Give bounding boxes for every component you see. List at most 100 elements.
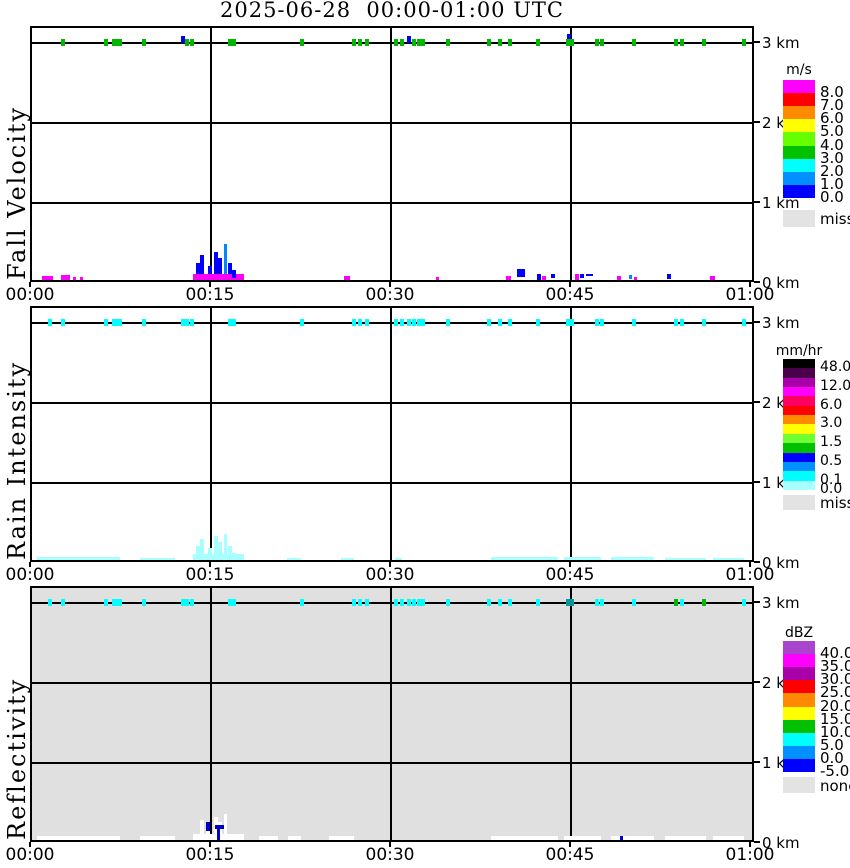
- ylabel-rain-intensity: Rain Intensity: [3, 360, 31, 560]
- legend-color-block: [783, 80, 815, 94]
- data-mark-top: [674, 39, 679, 46]
- legend-color-block: [783, 693, 815, 707]
- data-mark: [208, 548, 212, 555]
- legend-color-block: [783, 424, 815, 435]
- x-tick-label: 00:45: [545, 285, 595, 305]
- data-mark-top: [595, 39, 600, 46]
- x-axis-tick: [209, 282, 211, 287]
- y-axis-tick: [754, 841, 760, 843]
- y-tick-label: 3 km: [762, 34, 800, 52]
- legend-color-block: [783, 184, 815, 199]
- data-mark-top: [406, 319, 411, 326]
- x-axis-tick: [389, 282, 391, 287]
- data-mark-top: [565, 39, 574, 46]
- gridline-vertical: [390, 28, 392, 280]
- data-mark-top: [595, 599, 600, 606]
- y-axis-tick: [754, 761, 760, 763]
- data-mark-top: [48, 599, 52, 606]
- data-mark-top: [536, 319, 541, 326]
- data-mark-top: [181, 319, 186, 326]
- legend-color-block: [783, 461, 815, 472]
- figure-title: 2025-06-28 00:00-01:00 UTC: [219, 0, 564, 22]
- data-mark-top: [48, 319, 52, 326]
- data-mark: [616, 276, 621, 280]
- data-mark-top: [600, 39, 604, 46]
- data-mark: [394, 557, 402, 560]
- data-mark: [585, 273, 593, 277]
- data-mark: [490, 557, 558, 560]
- legend-color-block: [783, 471, 815, 482]
- data-mark: [574, 274, 579, 280]
- y-tick-label: 3 km: [762, 594, 800, 612]
- data-mark: [710, 276, 715, 280]
- legend-tick-label: 20.0: [820, 696, 850, 715]
- data-mark-top: [595, 319, 600, 326]
- legend-color-block: [783, 145, 815, 160]
- legend-title-fall-velocity: m/s: [786, 62, 812, 78]
- data-mark-top: [565, 319, 574, 326]
- legend-tick-label: 25.0: [820, 683, 850, 702]
- data-mark-top: [104, 599, 109, 606]
- legend-color-block: [783, 387, 815, 397]
- data-mark-top: [189, 319, 194, 326]
- data-mark-top: [357, 319, 362, 326]
- data-mark: [712, 836, 744, 840]
- x-tick-label: 00:45: [545, 565, 595, 585]
- data-mark-top: [674, 599, 679, 606]
- y-axis-tick: [754, 321, 760, 323]
- data-mark-top: [507, 599, 512, 606]
- data-mark-top: [741, 319, 746, 326]
- data-mark-top: [114, 599, 123, 606]
- x-axis-tick: [569, 562, 571, 567]
- data-mark-top: [399, 319, 404, 326]
- data-mark-top: [507, 39, 512, 46]
- data-mark-top: [702, 599, 706, 606]
- data-mark: [664, 836, 706, 840]
- data-mark: [216, 825, 221, 840]
- data-mark: [564, 836, 602, 840]
- gridline-horizontal: [32, 602, 752, 604]
- x-tick-label: 01:00: [725, 845, 775, 865]
- data-mark-top: [680, 319, 685, 326]
- x-axis-tick: [749, 562, 751, 567]
- data-mark: [200, 820, 204, 834]
- data-mark: [537, 273, 541, 280]
- data-mark: [79, 276, 84, 280]
- legend-miss-label: miss: [820, 494, 850, 513]
- panel-reflectivity: [30, 586, 754, 842]
- data-mark: [232, 270, 236, 279]
- legend-tick-label: 40.0: [820, 644, 850, 663]
- panel-rain-intensity: [30, 306, 754, 562]
- legend-miss-block: [783, 777, 815, 793]
- data-mark-top: [446, 39, 451, 46]
- data-mark: [664, 557, 706, 560]
- legend-color-block: [783, 667, 815, 681]
- data-mark-top: [61, 599, 66, 606]
- data-mark: [712, 557, 744, 560]
- data-mark: [42, 276, 53, 280]
- data-mark-top: [498, 599, 502, 606]
- data-mark-top: [181, 599, 186, 606]
- gridline-vertical: [570, 308, 572, 560]
- data-mark-top: [567, 34, 571, 41]
- legend-tick-label: -5.0: [820, 762, 850, 780]
- data-mark: [288, 836, 302, 840]
- legend-color-block: [783, 745, 815, 760]
- legend-color-block: [783, 158, 815, 173]
- y-axis-tick: [754, 481, 760, 483]
- gridline-vertical: [390, 588, 392, 840]
- data-mark: [517, 269, 525, 278]
- x-tick-label: 00:00: [5, 565, 55, 585]
- x-tick-label: 00:30: [365, 565, 415, 585]
- legend-color-block: [783, 758, 815, 773]
- legend-color-block: [783, 654, 815, 668]
- data-mark: [610, 557, 654, 560]
- legend-tick-label: 4.0: [820, 135, 844, 154]
- legend-tick-label: 0.5: [820, 452, 843, 469]
- data-mark-top: [228, 39, 232, 46]
- legend-tick-label: 30.0: [820, 670, 850, 689]
- x-tick-label: 00:00: [5, 845, 55, 865]
- data-mark-top: [357, 39, 362, 46]
- legend-color-block: [783, 641, 815, 655]
- panel-fall-velocity: [30, 26, 754, 282]
